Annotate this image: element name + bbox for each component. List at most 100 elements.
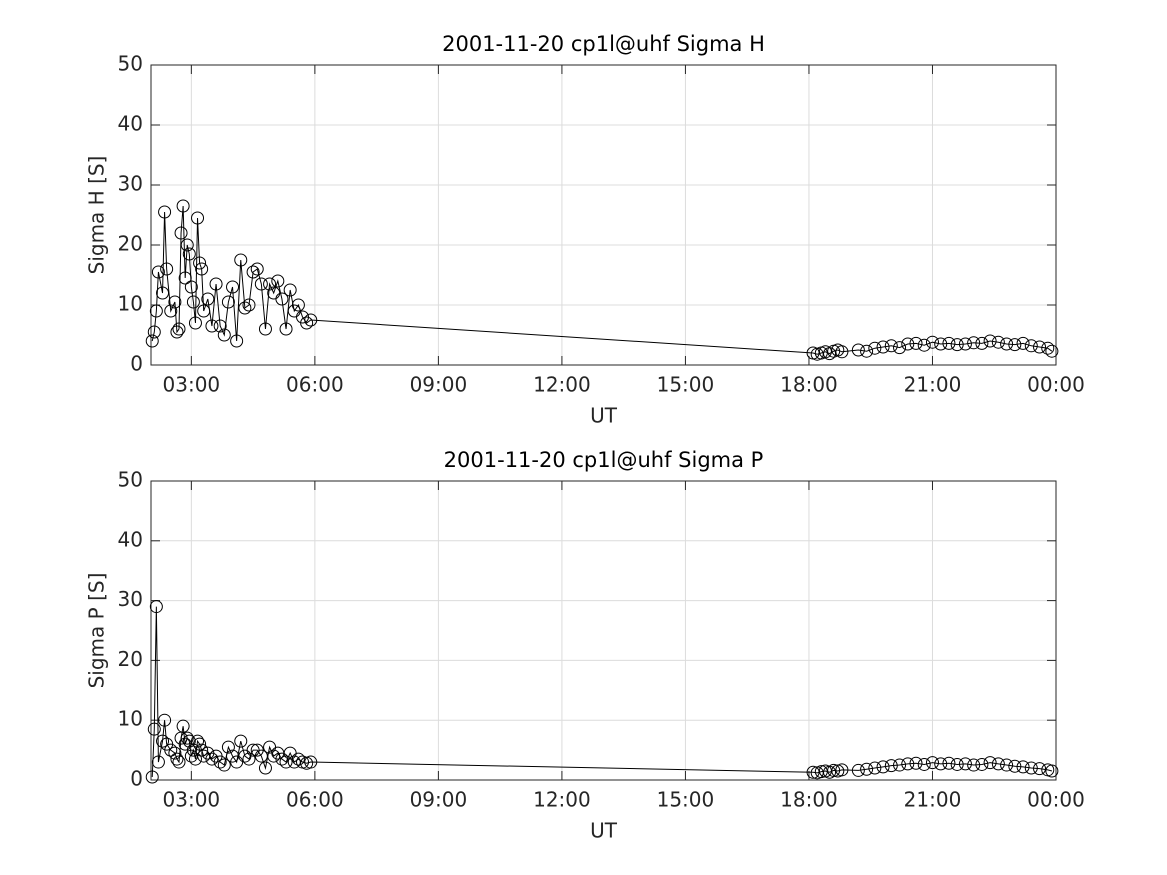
data-marker	[176, 199, 190, 213]
data-marker	[149, 600, 163, 614]
data-marker	[156, 286, 170, 300]
data-marker	[893, 758, 907, 772]
chart-title: 2001-11-20 cp1l@uhf Sigma H	[442, 32, 765, 56]
data-marker	[835, 763, 849, 777]
data-marker	[164, 743, 178, 757]
data-marker	[156, 734, 170, 748]
data-marker	[234, 253, 248, 267]
x-axis-label: UT	[590, 819, 618, 843]
data-marker	[267, 749, 281, 763]
y-tick-label: 50	[118, 468, 143, 492]
data-marker	[967, 758, 981, 772]
data-marker	[967, 336, 981, 350]
y-tick-label: 0	[130, 767, 143, 791]
data-marker	[942, 756, 956, 770]
data-marker	[1045, 764, 1059, 778]
data-marker	[217, 758, 231, 772]
data-marker	[860, 762, 874, 776]
x-axis-label: UT	[590, 404, 618, 428]
data-marker	[188, 316, 202, 330]
y-tick-label: 20	[118, 647, 143, 671]
data-marker	[164, 304, 178, 318]
y-tick-label: 40	[118, 527, 143, 551]
data-marker	[242, 298, 256, 312]
data-marker	[983, 756, 997, 770]
x-tick-label: 18:00	[780, 788, 838, 812]
x-tick-label: 06:00	[286, 373, 344, 397]
data-marker	[271, 274, 285, 288]
data-line	[151, 205, 1053, 355]
data-marker	[868, 341, 882, 355]
y-axis-label: Sigma P [S]	[85, 573, 109, 689]
data-marker	[147, 722, 161, 736]
data-marker	[950, 338, 964, 352]
x-tick-label: 18:00	[780, 373, 838, 397]
data-marker	[823, 347, 837, 361]
x-tick-label: 21:00	[904, 788, 962, 812]
data-marker	[149, 304, 163, 318]
chart-title: 2001-11-20 cp1l@uhf Sigma P	[444, 448, 764, 472]
data-marker	[209, 277, 223, 291]
data-marker	[868, 761, 882, 775]
data-marker	[304, 755, 318, 769]
data-marker	[884, 339, 898, 353]
data-marker	[182, 247, 196, 261]
y-tick-label: 20	[118, 232, 143, 256]
data-marker	[909, 756, 923, 770]
data-marker	[1008, 338, 1022, 352]
data-marker	[1016, 336, 1030, 350]
x-tick-label: 03:00	[163, 373, 221, 397]
data-marker	[1024, 339, 1038, 353]
data-marker	[876, 340, 890, 354]
data-marker	[246, 265, 260, 279]
data-marker	[991, 757, 1005, 771]
data-marker	[160, 262, 174, 276]
axes-frame	[150, 480, 1057, 781]
data-marker	[182, 734, 196, 748]
x-tick-label: 06:00	[286, 788, 344, 812]
data-marker	[158, 205, 172, 219]
data-marker	[147, 325, 161, 339]
data-marker	[1008, 759, 1022, 773]
data-marker	[180, 731, 194, 745]
y-tick-label: 0	[130, 352, 143, 376]
data-marker	[925, 756, 939, 770]
data-marker	[1000, 758, 1014, 772]
data-marker	[901, 337, 915, 351]
data-marker	[176, 719, 190, 733]
data-marker	[279, 322, 293, 336]
data-marker	[909, 336, 923, 350]
data-marker	[1000, 337, 1014, 351]
data-marker	[291, 752, 305, 766]
data-marker	[172, 755, 186, 769]
y-tick-label: 50	[118, 52, 143, 76]
data-marker	[304, 313, 318, 327]
data-marker	[168, 295, 182, 309]
data-marker	[917, 338, 931, 352]
axes-frame	[150, 64, 1057, 366]
x-tick-label: 00:00	[1027, 373, 1085, 397]
data-marker	[195, 262, 209, 276]
data-marker	[201, 292, 215, 306]
x-tick-label: 09:00	[410, 788, 468, 812]
x-tick-label: 21:00	[904, 373, 962, 397]
data-marker	[242, 752, 256, 766]
data-marker	[213, 755, 227, 769]
data-marker	[291, 298, 305, 312]
data-marker	[234, 734, 248, 748]
data-marker	[205, 319, 219, 333]
data-marker	[172, 322, 186, 336]
data-marker	[145, 770, 159, 784]
y-tick-label: 10	[118, 292, 143, 316]
data-marker	[191, 734, 205, 748]
data-marker	[184, 280, 198, 294]
data-marker	[275, 292, 289, 306]
data-marker	[1016, 760, 1030, 774]
data-marker	[851, 763, 865, 777]
data-marker	[958, 337, 972, 351]
data-marker	[250, 262, 264, 276]
data-marker	[168, 746, 182, 760]
data-marker	[1045, 344, 1059, 358]
y-tick-label: 30	[118, 587, 143, 611]
